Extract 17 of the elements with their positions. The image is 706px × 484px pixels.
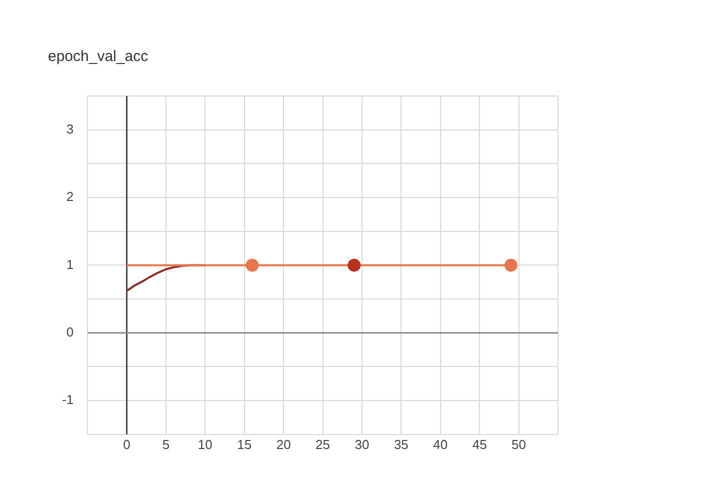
x-tick-label: 20 (276, 436, 291, 452)
x-tick-label: 50 (512, 436, 526, 452)
x-tick-label: 35 (394, 436, 408, 452)
y-tick-label: 0 (66, 324, 74, 340)
x-tick-label: 40 (433, 436, 448, 452)
x-tick-label: 30 (354, 436, 370, 452)
x-tick-label: 0 (123, 436, 130, 452)
chart-title: epoch_val_acc (48, 48, 149, 66)
y-tick-label: 2 (66, 189, 74, 204)
y-tick-label: -1 (62, 392, 74, 408)
x-tick-label: 45 (472, 436, 487, 452)
x-tick-label: 25 (316, 436, 330, 452)
x-tick-label: 15 (237, 436, 252, 452)
y-tick-label: 3 (66, 121, 74, 136)
x-tick-label: 5 (162, 436, 170, 452)
y-tick-label: 1 (66, 256, 74, 272)
x-tick-label: 10 (198, 436, 212, 452)
